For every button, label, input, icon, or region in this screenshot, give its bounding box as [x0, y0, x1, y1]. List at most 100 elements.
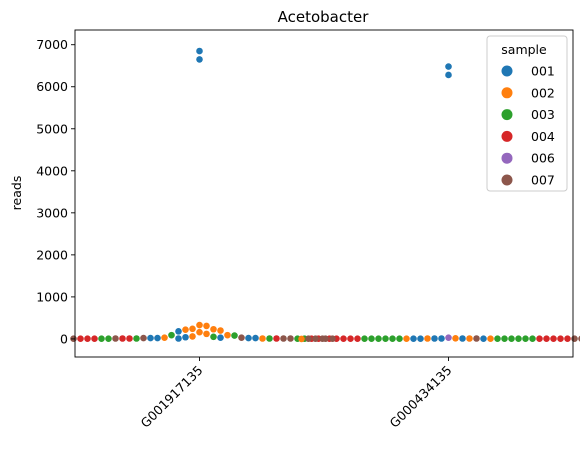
data-point — [175, 335, 182, 342]
plot-frame — [74, 29, 574, 358]
data-point — [445, 71, 452, 79]
data-point — [396, 335, 403, 343]
data-point — [196, 328, 203, 336]
legend-marker — [501, 109, 513, 121]
data-point — [368, 335, 375, 343]
y-tick-label: 3000 — [36, 205, 68, 220]
y-tick-label: 5000 — [36, 121, 68, 136]
data-point — [417, 335, 424, 343]
data-point — [252, 334, 259, 342]
data-point — [298, 335, 305, 343]
data-point — [347, 335, 354, 343]
data-point — [175, 328, 182, 335]
legend-label: 006 — [531, 151, 555, 166]
data-point — [312, 335, 319, 343]
data-point — [105, 335, 112, 343]
data-point — [571, 335, 578, 343]
legend-label: 007 — [531, 173, 555, 188]
data-point — [445, 334, 452, 341]
legend-marker — [501, 65, 513, 77]
y-tick-label: 2000 — [36, 247, 68, 262]
legend-box — [486, 35, 568, 192]
data-point — [266, 335, 273, 342]
data-point — [452, 335, 459, 342]
data-point — [77, 335, 84, 343]
data-point — [410, 335, 417, 343]
y-tick-label: 6000 — [36, 79, 68, 94]
data-point — [403, 335, 410, 343]
data-point — [189, 333, 196, 340]
data-point — [189, 325, 196, 333]
data-point — [340, 335, 347, 343]
data-point — [154, 334, 161, 342]
data-point — [203, 330, 210, 338]
legend-label: 002 — [531, 85, 555, 100]
data-point — [210, 325, 217, 333]
data-point — [501, 335, 508, 343]
data-points — [70, 47, 580, 343]
data-point — [494, 335, 501, 343]
legend-marker — [501, 174, 513, 186]
data-point — [84, 335, 91, 343]
data-point — [515, 335, 522, 343]
y-tick-label: 7000 — [36, 37, 68, 52]
data-point — [280, 335, 287, 342]
data-point — [98, 335, 105, 343]
y-tick-label: 4000 — [36, 163, 68, 178]
legend-marker — [501, 152, 513, 164]
data-point — [522, 335, 529, 343]
data-point — [305, 335, 312, 343]
data-point — [133, 335, 140, 342]
data-point — [196, 56, 203, 63]
data-point — [329, 335, 336, 343]
y-tick-label: 1000 — [36, 289, 68, 304]
y-axis: 0 1000 2000 3000 4000 5000 6000 7000 — [36, 37, 75, 346]
legend-title: sample — [501, 42, 547, 57]
data-point — [210, 333, 217, 341]
data-point — [438, 335, 445, 342]
legend-label: 004 — [531, 129, 555, 144]
data-point — [273, 335, 280, 342]
data-point — [424, 335, 431, 342]
data-point — [168, 331, 175, 339]
data-point — [238, 334, 245, 341]
data-point — [354, 335, 361, 343]
data-point — [217, 334, 224, 341]
data-point — [445, 63, 452, 70]
legend-label: 003 — [531, 107, 555, 122]
data-point — [508, 335, 515, 343]
data-point — [196, 321, 203, 329]
legend-marker — [501, 130, 513, 142]
data-point — [557, 335, 564, 343]
data-point — [389, 335, 396, 343]
data-point — [319, 335, 326, 343]
data-point — [480, 335, 487, 343]
legend-label: 001 — [531, 64, 555, 79]
legend-marker — [501, 87, 513, 99]
data-point — [203, 322, 210, 330]
chart-title: Acetobacter — [278, 8, 370, 26]
data-point — [375, 335, 382, 343]
data-point — [466, 335, 473, 342]
data-point — [217, 327, 224, 334]
data-point — [382, 335, 389, 343]
y-tick-label: 0 — [60, 331, 68, 346]
data-point — [543, 335, 550, 343]
data-point — [196, 47, 203, 55]
data-point — [487, 335, 494, 343]
data-point — [550, 335, 557, 343]
data-point — [119, 335, 126, 342]
data-point — [91, 335, 98, 343]
data-point — [245, 334, 252, 342]
data-point — [536, 335, 543, 343]
data-point — [564, 335, 571, 343]
data-point — [459, 335, 466, 342]
data-point — [126, 335, 133, 342]
data-point — [287, 335, 294, 342]
data-point — [140, 334, 147, 342]
data-point — [231, 332, 238, 339]
data-point — [112, 335, 119, 342]
data-point — [431, 335, 438, 342]
